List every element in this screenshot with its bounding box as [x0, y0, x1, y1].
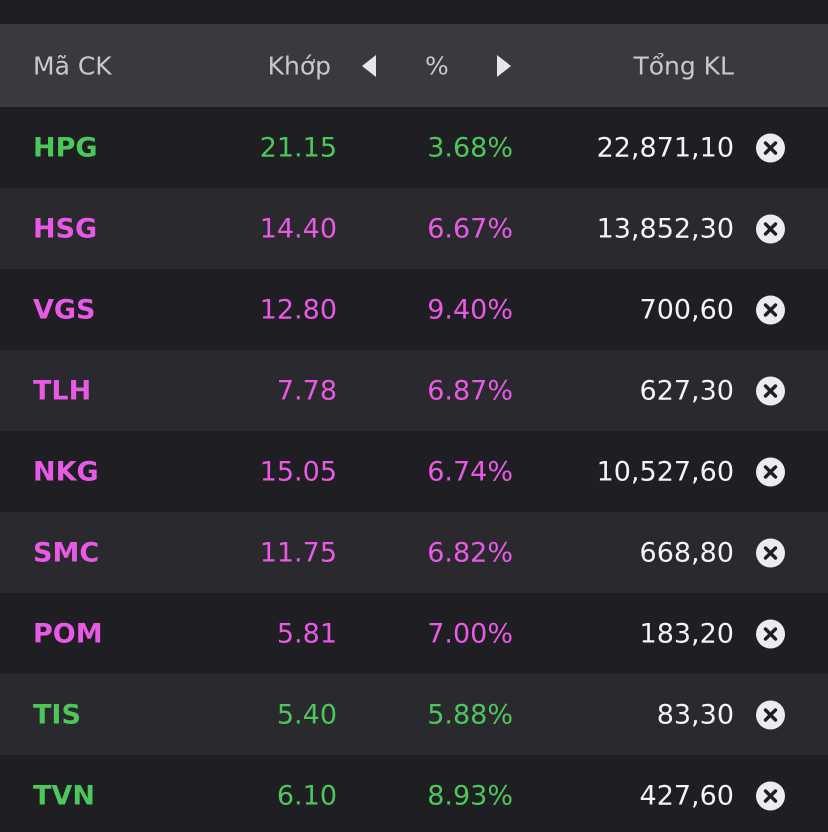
row-symbol[interactable]: TIS — [33, 699, 81, 730]
row-percent-change: 6.82% — [427, 537, 513, 568]
row-match-price: 6.10 — [276, 780, 337, 811]
row-percent-change: 6.67% — [427, 213, 513, 244]
row-symbol[interactable]: HPG — [33, 132, 98, 163]
header-total-volume[interactable]: Tổng KL — [633, 51, 734, 80]
row-percent-change: 9.40% — [427, 294, 513, 325]
row-percent-change: 6.87% — [427, 375, 513, 406]
row-symbol[interactable]: VGS — [33, 294, 96, 325]
row-match-price: 12.80 — [259, 294, 337, 325]
row-match-price: 14.40 — [259, 213, 337, 244]
row-percent-change: 3.68% — [427, 132, 513, 163]
row-symbol[interactable]: SMC — [33, 537, 100, 568]
table-row[interactable]: VGS 12.80 9.40% 700,60 — [0, 269, 828, 350]
row-total-volume: 427,60 — [639, 780, 734, 811]
table-row[interactable]: POM 5.81 7.00% 183,20 — [0, 593, 828, 674]
arrow-left-icon[interactable] — [362, 54, 376, 77]
row-total-volume: 700,60 — [639, 294, 734, 325]
header-match-price[interactable]: Khớp — [267, 51, 331, 80]
remove-icon[interactable] — [756, 133, 785, 162]
row-match-price: 7.78 — [276, 375, 337, 406]
row-total-volume: 627,30 — [639, 375, 734, 406]
table-row[interactable]: TVN 6.10 8.93% 427,60 — [0, 755, 828, 832]
header-symbol[interactable]: Mã CK — [33, 51, 112, 80]
table-row[interactable]: NKG 15.05 6.74% 10,527,60 — [0, 431, 828, 512]
row-total-volume: 13,852,30 — [596, 213, 734, 244]
top-strip — [0, 0, 828, 24]
row-percent-change: 6.74% — [427, 456, 513, 487]
row-match-price: 11.75 — [259, 537, 337, 568]
row-symbol[interactable]: POM — [33, 618, 103, 649]
row-percent-change: 7.00% — [427, 618, 513, 649]
row-total-volume: 668,80 — [639, 537, 734, 568]
row-symbol[interactable]: HSG — [33, 213, 98, 244]
remove-icon[interactable] — [756, 538, 785, 567]
table-row[interactable]: HPG 21.15 3.68% 22,871,10 — [0, 107, 828, 188]
remove-icon[interactable] — [756, 781, 785, 810]
remove-icon[interactable] — [756, 700, 785, 729]
row-symbol[interactable]: NKG — [33, 456, 99, 487]
header-percent[interactable]: % — [425, 51, 449, 80]
table-row[interactable]: TIS 5.40 5.88% 83,30 — [0, 674, 828, 755]
table-row[interactable]: SMC 11.75 6.82% 668,80 — [0, 512, 828, 593]
remove-icon[interactable] — [756, 295, 785, 324]
remove-icon[interactable] — [756, 376, 785, 405]
row-match-price: 5.81 — [276, 618, 337, 649]
row-percent-change: 5.88% — [427, 699, 513, 730]
row-match-price: 15.05 — [259, 456, 337, 487]
row-percent-change: 8.93% — [427, 780, 513, 811]
remove-icon[interactable] — [756, 619, 785, 648]
arrow-right-icon[interactable] — [497, 54, 511, 77]
row-symbol[interactable]: TVN — [33, 780, 95, 811]
row-total-volume: 183,20 — [639, 618, 734, 649]
table-row[interactable]: HSG 14.40 6.67% 13,852,30 — [0, 188, 828, 269]
remove-icon[interactable] — [756, 457, 785, 486]
row-match-price: 21.15 — [259, 132, 337, 163]
remove-icon[interactable] — [756, 214, 785, 243]
row-match-price: 5.40 — [276, 699, 337, 730]
watchlist-table: HPG 21.15 3.68% 22,871,10 HSG 14.40 6.67% 13,85… — [0, 107, 828, 832]
row-total-volume: 10,527,60 — [596, 456, 734, 487]
table-header: Mã CK Khớp % Tổng KL — [0, 24, 828, 107]
table-row[interactable]: TLH 7.78 6.87% 627,30 — [0, 350, 828, 431]
row-total-volume: 22,871,10 — [596, 132, 734, 163]
row-total-volume: 83,30 — [656, 699, 734, 730]
row-symbol[interactable]: TLH — [33, 375, 92, 406]
